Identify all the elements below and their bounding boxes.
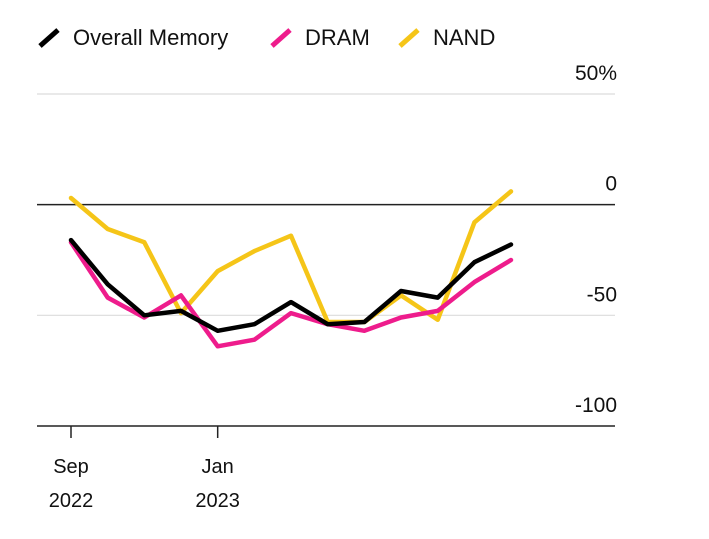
x-tick-label-month: Sep: [53, 456, 89, 478]
legend-swatch: [38, 28, 60, 48]
gridlines: [37, 93, 615, 427]
y-tick-label: 0: [605, 173, 617, 196]
series-lines: [68, 189, 514, 349]
legend-label: NAND: [433, 25, 495, 50]
legend: Overall Memory DRAM NAND: [38, 25, 495, 50]
x-tick-label-month: Jan: [202, 456, 234, 478]
y-tick-label: -100: [575, 394, 617, 417]
legend-label: DRAM: [305, 25, 370, 50]
y-tick-label: -50: [587, 283, 617, 306]
legend-item-nand: NAND: [398, 25, 495, 50]
series-line-overall-memory: [68, 237, 514, 334]
legend-swatch: [398, 28, 420, 48]
legend-item-dram: DRAM: [270, 25, 370, 50]
series-line-nand: [68, 189, 514, 325]
x-axis: Sep 2022 Jan 2023: [49, 426, 240, 512]
legend-label: Overall Memory: [73, 25, 228, 50]
legend-item-overall-memory: Overall Memory: [38, 25, 228, 50]
y-axis-tick-labels: 50% 0 -50 -100: [575, 62, 617, 417]
y-tick-label: 50%: [575, 62, 617, 85]
legend-swatch: [270, 28, 292, 48]
x-tick-label-year: 2023: [195, 490, 240, 512]
x-tick-label-year: 2022: [49, 490, 94, 512]
